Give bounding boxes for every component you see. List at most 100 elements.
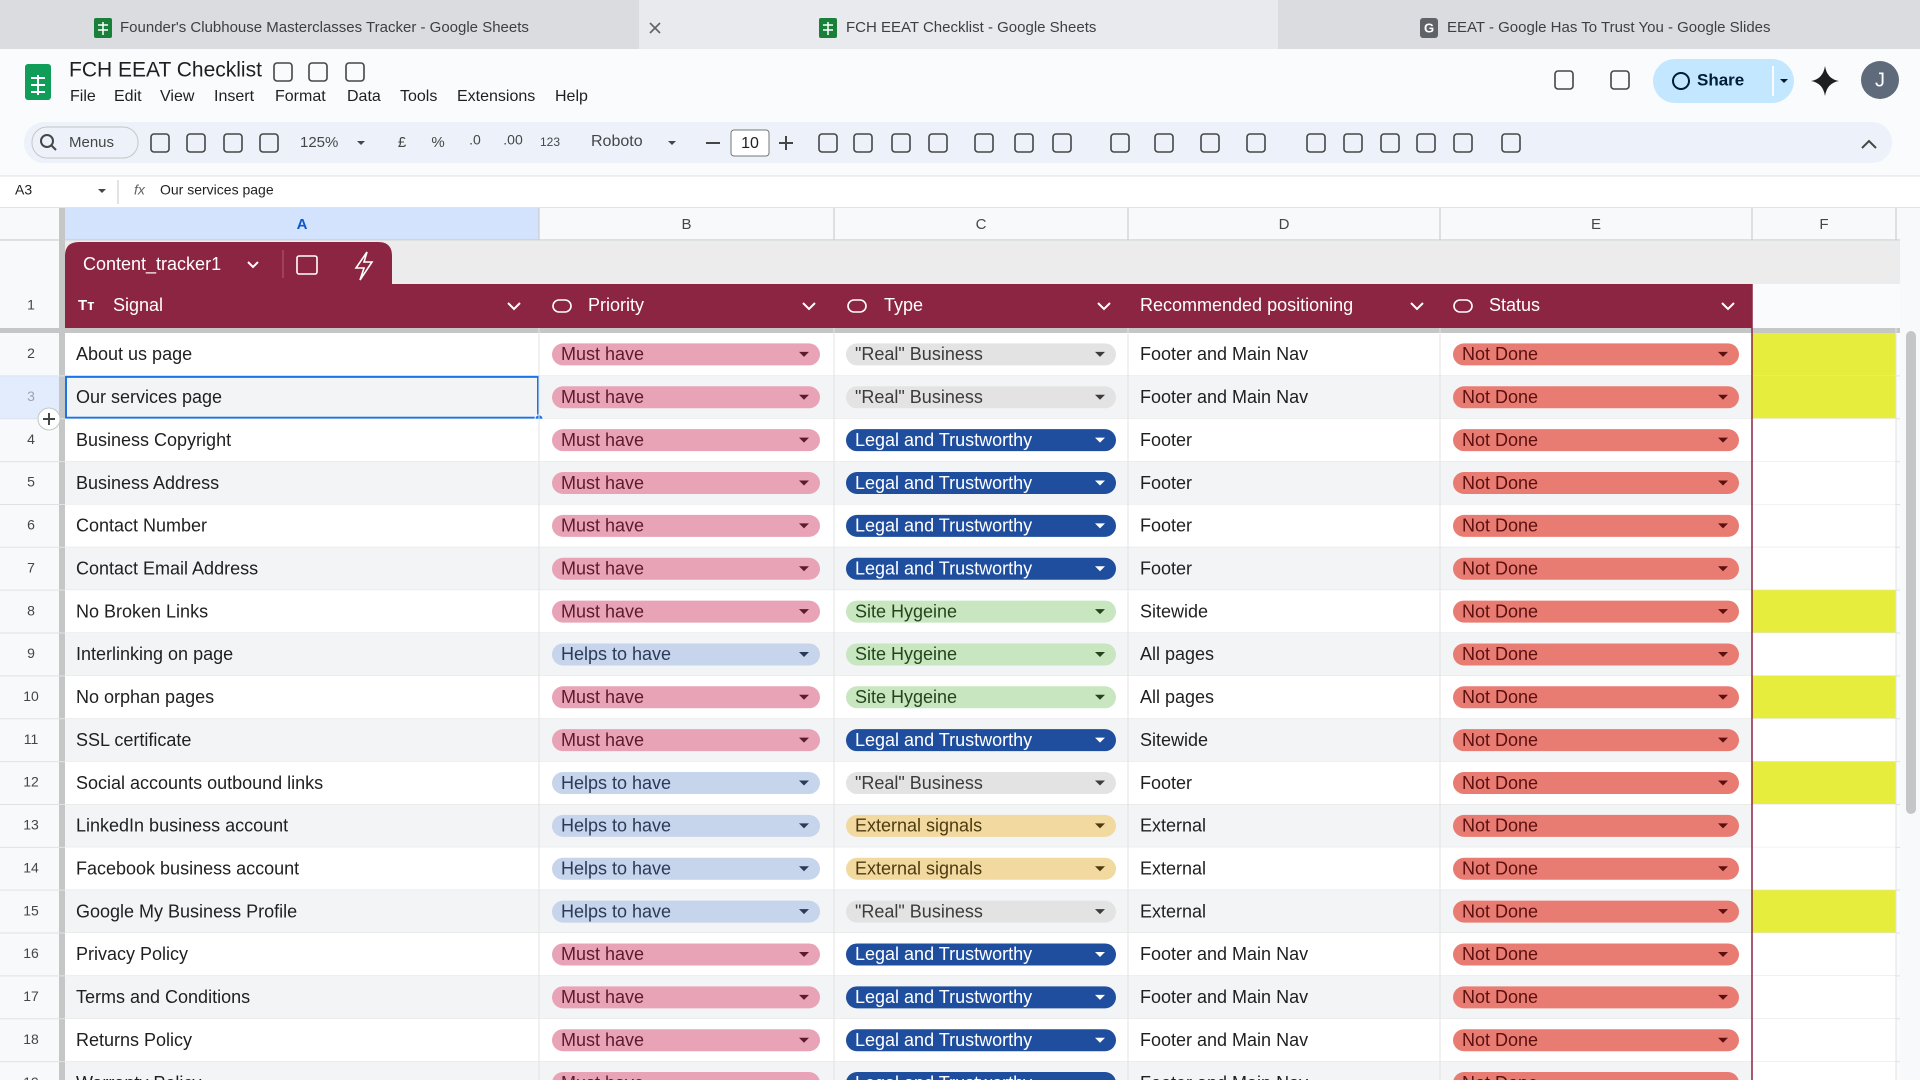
positioning-cell[interactable]: External bbox=[1140, 816, 1206, 836]
dropdown-chip[interactable] bbox=[1453, 1072, 1739, 1080]
row-number[interactable]: 6 bbox=[27, 517, 35, 533]
header-icon[interactable] bbox=[1610, 70, 1630, 90]
dropdown-chip-label[interactable]: Legal and Trustworthy bbox=[855, 516, 1032, 536]
table-view-icon[interactable] bbox=[296, 255, 318, 275]
dropdown-chip-label[interactable]: Must have bbox=[561, 1073, 644, 1080]
toolbar-zoom[interactable]: 125% bbox=[300, 134, 338, 151]
browser-tab-title[interactable]: EEAT - Google Has To Trust You - Google … bbox=[1447, 19, 1771, 36]
share-button[interactable] bbox=[1653, 59, 1794, 103]
row-number[interactable]: 2 bbox=[27, 345, 35, 361]
toolbar-icon[interactable] bbox=[1416, 133, 1436, 153]
signal-cell[interactable]: Our services page bbox=[76, 387, 222, 407]
toolbar-icon[interactable] bbox=[1501, 133, 1521, 153]
dropdown-chip-label[interactable]: Must have bbox=[561, 473, 644, 493]
header-filter-caret[interactable] bbox=[802, 302, 816, 311]
table-header[interactable]: Type bbox=[884, 295, 923, 315]
toolbar-icon[interactable] bbox=[223, 133, 243, 153]
dropdown-chip[interactable] bbox=[846, 986, 1116, 1009]
toolbar-icon[interactable] bbox=[1110, 133, 1130, 153]
toolbar-icon[interactable] bbox=[1306, 133, 1326, 153]
column-letter[interactable]: A bbox=[297, 216, 308, 233]
row-number[interactable]: 10 bbox=[23, 688, 39, 704]
toolbar-icon[interactable] bbox=[1453, 133, 1473, 153]
dropdown-chip[interactable] bbox=[552, 386, 820, 409]
document-title[interactable]: FCH EEAT Checklist bbox=[69, 59, 262, 82]
search-box[interactable] bbox=[31, 126, 139, 159]
dropdown-chip-label[interactable]: "Real" Business bbox=[855, 901, 983, 921]
row-number[interactable]: 11 bbox=[24, 731, 39, 747]
gemini-icon[interactable] bbox=[1811, 66, 1839, 96]
signal-cell[interactable]: About us page bbox=[76, 344, 192, 364]
dropdown-chip[interactable] bbox=[1453, 429, 1739, 452]
formula-content[interactable]: Our services page bbox=[160, 182, 274, 198]
table-automation-icon[interactable] bbox=[354, 251, 374, 281]
toolbar-number-format[interactable]: 123 bbox=[540, 135, 560, 149]
dropdown-chip[interactable] bbox=[1453, 1029, 1739, 1052]
dropdown-chip-label[interactable]: Must have bbox=[561, 944, 644, 964]
row-number[interactable]: 7 bbox=[27, 559, 35, 575]
dropdown-chip[interactable] bbox=[846, 643, 1116, 666]
dropdown-chip-label[interactable]: Not Done bbox=[1462, 901, 1538, 921]
dropdown-chip-label[interactable]: Site Hygeine bbox=[855, 644, 957, 664]
row-number[interactable]: 17 bbox=[23, 988, 39, 1004]
table-header[interactable]: Priority bbox=[588, 295, 644, 315]
header-icon[interactable] bbox=[1554, 70, 1574, 90]
positioning-cell[interactable]: External bbox=[1140, 859, 1206, 879]
menu-item[interactable]: Tools bbox=[400, 88, 437, 105]
dropdown-chip-label[interactable]: Not Done bbox=[1462, 558, 1538, 578]
dropdown-chip[interactable] bbox=[846, 343, 1116, 366]
dropdown-chip[interactable] bbox=[552, 514, 820, 537]
toolbar-icon[interactable] bbox=[259, 133, 279, 153]
dropdown-chip[interactable] bbox=[1453, 514, 1739, 537]
dropdown-chip[interactable] bbox=[1453, 943, 1739, 966]
name-box[interactable]: A3 bbox=[15, 182, 32, 198]
signal-cell[interactable]: Contact Email Address bbox=[76, 558, 258, 578]
toolbar-icon[interactable] bbox=[150, 133, 170, 153]
menu-item[interactable]: Extensions bbox=[457, 88, 535, 105]
menu-item[interactable]: File bbox=[70, 88, 96, 105]
toolbar-icon[interactable] bbox=[1154, 133, 1174, 153]
dropdown-chip[interactable] bbox=[1453, 729, 1739, 752]
menu-item[interactable]: Format bbox=[275, 88, 326, 105]
dropdown-chip[interactable] bbox=[846, 814, 1116, 837]
signal-cell[interactable]: Warranty Policy bbox=[76, 1073, 201, 1080]
dropdown-chip[interactable] bbox=[1453, 557, 1739, 580]
header-filter-caret[interactable] bbox=[1721, 302, 1735, 311]
row-number[interactable]: 4 bbox=[27, 431, 35, 447]
dropdown-chip-label[interactable]: Not Done bbox=[1462, 644, 1538, 664]
column-letter[interactable]: C bbox=[976, 216, 987, 233]
browser-tab-title[interactable]: FCH EEAT Checklist - Google Sheets bbox=[846, 19, 1096, 36]
positioning-cell[interactable]: External bbox=[1140, 901, 1206, 921]
column-letter[interactable]: D bbox=[1279, 216, 1290, 233]
dropdown-chip-label[interactable]: Must have bbox=[561, 730, 644, 750]
dropdown-chip[interactable] bbox=[552, 943, 820, 966]
column-letter[interactable]: F bbox=[1819, 216, 1828, 233]
dropdown-chip[interactable] bbox=[552, 343, 820, 366]
row-number[interactable]: 12 bbox=[23, 774, 39, 790]
dropdown-chip[interactable] bbox=[846, 857, 1116, 880]
menu-item[interactable]: Data bbox=[347, 88, 381, 105]
positioning-cell[interactable]: Sitewide bbox=[1140, 601, 1208, 621]
positioning-cell[interactable]: Footer bbox=[1140, 558, 1192, 578]
signal-cell[interactable]: Business Address bbox=[76, 473, 219, 493]
toolbar-currency[interactable]: £ bbox=[398, 134, 407, 151]
dropdown-chip-label[interactable]: Helps to have bbox=[561, 816, 671, 836]
positioning-cell[interactable]: All pages bbox=[1140, 687, 1214, 707]
dropdown-chip-label[interactable]: Site Hygeine bbox=[855, 601, 957, 621]
dropdown-chip-label[interactable]: Not Done bbox=[1462, 816, 1538, 836]
dropdown-chip[interactable] bbox=[1453, 386, 1739, 409]
dropdown-chip-label[interactable]: Legal and Trustworthy bbox=[855, 430, 1032, 450]
dropdown-chip[interactable] bbox=[552, 472, 820, 495]
table-header[interactable]: Status bbox=[1489, 295, 1540, 315]
row-number[interactable]: 8 bbox=[27, 602, 35, 618]
dropdown-chip-label[interactable]: Legal and Trustworthy bbox=[855, 558, 1032, 578]
dropdown-chip-label[interactable]: Legal and Trustworthy bbox=[855, 1073, 1032, 1080]
toolbar-font[interactable]: Roboto bbox=[591, 133, 643, 150]
row-number[interactable]: 16 bbox=[23, 945, 39, 961]
dropdown-chip[interactable] bbox=[552, 729, 820, 752]
dropdown-chip[interactable] bbox=[552, 686, 820, 709]
signal-cell[interactable]: LinkedIn business account bbox=[76, 816, 288, 836]
dropdown-chip[interactable] bbox=[1453, 686, 1739, 709]
dropdown-chip-label[interactable]: Not Done bbox=[1462, 516, 1538, 536]
avatar-letter[interactable]: J bbox=[1875, 69, 1885, 91]
